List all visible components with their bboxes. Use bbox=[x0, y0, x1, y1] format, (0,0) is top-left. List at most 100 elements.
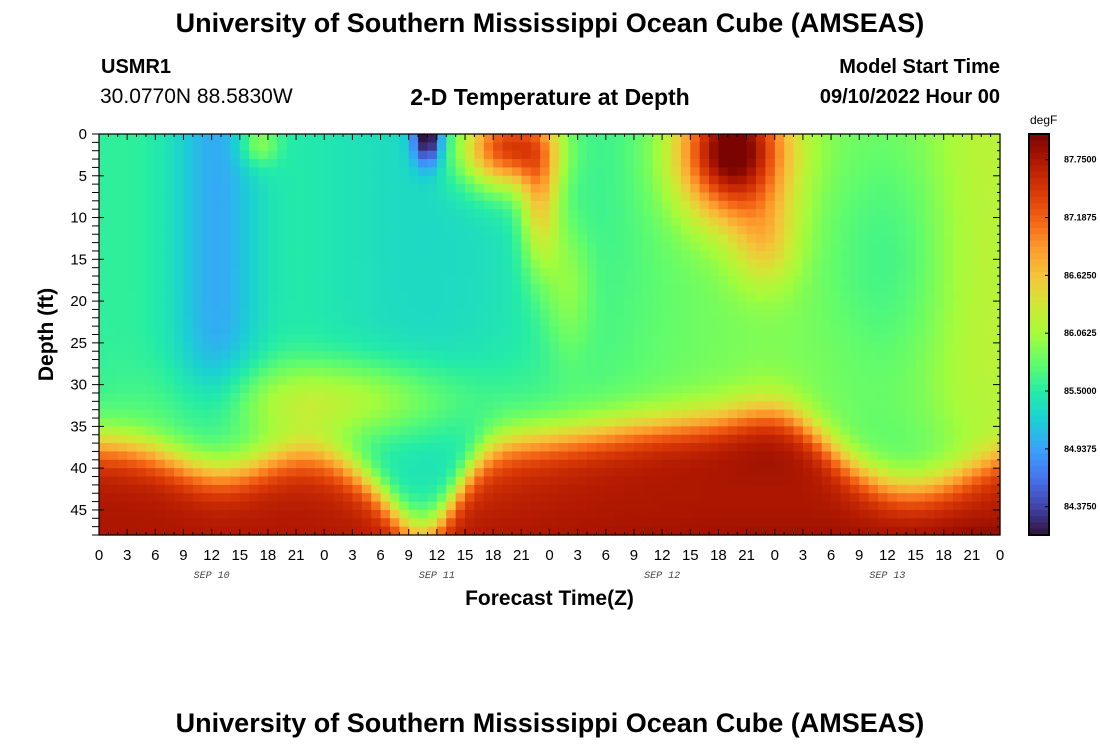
heatmap-cell bbox=[793, 309, 804, 319]
heatmap-cell bbox=[981, 384, 992, 394]
heatmap-cell bbox=[343, 225, 354, 235]
heatmap-cell bbox=[465, 426, 476, 436]
heatmap-cell bbox=[117, 509, 128, 519]
heatmap-cell bbox=[624, 409, 635, 419]
heatmap-cell bbox=[849, 267, 860, 277]
heatmap-cell bbox=[981, 200, 992, 210]
heatmap-cell bbox=[943, 142, 954, 152]
heatmap-cell bbox=[333, 200, 344, 210]
heatmap-cell bbox=[840, 334, 851, 344]
heatmap-cell bbox=[446, 351, 457, 361]
heatmap-cell bbox=[230, 334, 241, 344]
heatmap-cell bbox=[483, 501, 494, 511]
heatmap-cell bbox=[436, 192, 447, 202]
heatmap-cell bbox=[202, 367, 213, 377]
heatmap-cell bbox=[699, 493, 710, 503]
heatmap-cell bbox=[971, 509, 982, 519]
heatmap-cell bbox=[455, 326, 466, 336]
heatmap-cell bbox=[680, 167, 691, 177]
heatmap-cell bbox=[643, 217, 654, 227]
heatmap-cell bbox=[990, 267, 1001, 277]
heatmap-cell bbox=[164, 259, 175, 269]
heatmap-cell bbox=[277, 284, 288, 294]
heatmap-cell bbox=[699, 284, 710, 294]
heatmap-cell bbox=[192, 468, 203, 478]
heatmap-cell bbox=[643, 342, 654, 352]
heatmap-cell bbox=[971, 451, 982, 461]
heatmap-cell bbox=[849, 309, 860, 319]
heatmap-cell bbox=[511, 309, 522, 319]
heatmap-cell bbox=[117, 142, 128, 152]
heatmap-cell bbox=[145, 276, 156, 285]
heatmap-cell bbox=[239, 501, 250, 511]
heatmap-cell bbox=[859, 326, 870, 336]
heatmap-cell bbox=[511, 392, 522, 402]
heatmap-cell bbox=[990, 392, 1001, 402]
heatmap-cell bbox=[568, 200, 579, 210]
heatmap-cell bbox=[558, 426, 569, 436]
heatmap-cell bbox=[680, 184, 691, 194]
heatmap-cell bbox=[793, 418, 804, 427]
heatmap-cell bbox=[221, 451, 231, 461]
heatmap-cell bbox=[211, 184, 222, 194]
heatmap-cell bbox=[746, 276, 757, 285]
heatmap-cell bbox=[483, 392, 494, 402]
heatmap-cell bbox=[427, 418, 438, 427]
heatmap-cell bbox=[474, 526, 485, 536]
heatmap-cell bbox=[521, 484, 532, 494]
heatmap-cell bbox=[934, 142, 945, 152]
heatmap-cell bbox=[812, 392, 823, 402]
heatmap-cell bbox=[324, 334, 335, 344]
heatmap-cell bbox=[680, 509, 691, 519]
heatmap-cell bbox=[117, 501, 128, 511]
heatmap-cell bbox=[709, 250, 720, 260]
heatmap-cell bbox=[155, 267, 166, 277]
heatmap-cell bbox=[662, 409, 673, 419]
heatmap-cell bbox=[418, 459, 429, 469]
heatmap-cell bbox=[962, 225, 973, 235]
heatmap-cell bbox=[511, 175, 522, 185]
heatmap-cell bbox=[840, 509, 851, 519]
heatmap-cell bbox=[643, 276, 654, 285]
heatmap-cell bbox=[277, 443, 288, 453]
heatmap-cell bbox=[286, 451, 297, 461]
heatmap-cell bbox=[371, 284, 382, 294]
heatmap-cell bbox=[802, 409, 813, 419]
heatmap-cell bbox=[746, 309, 757, 319]
heatmap-cell bbox=[690, 284, 701, 294]
heatmap-cell bbox=[887, 192, 898, 202]
heatmap-cell bbox=[408, 184, 419, 194]
x-day-label: SEP 10 bbox=[194, 571, 230, 582]
heatmap-cell bbox=[943, 309, 954, 319]
heatmap-cell bbox=[371, 359, 382, 369]
heatmap-cell bbox=[746, 376, 757, 386]
heatmap-cell bbox=[605, 367, 616, 377]
heatmap-cell bbox=[849, 192, 860, 202]
heatmap-cell bbox=[502, 518, 513, 528]
heatmap-cell bbox=[568, 401, 579, 411]
heatmap-cell bbox=[136, 276, 147, 285]
heatmap-cell bbox=[859, 509, 870, 519]
heatmap-cell bbox=[802, 418, 813, 427]
heatmap-cell bbox=[784, 367, 795, 377]
heatmap-cell bbox=[906, 367, 917, 377]
heatmap-cell bbox=[981, 351, 992, 361]
heatmap-cell bbox=[511, 384, 522, 394]
heatmap-cell bbox=[427, 509, 438, 519]
heatmap-cell bbox=[615, 501, 626, 511]
heatmap-cell bbox=[530, 309, 541, 319]
heatmap-cell bbox=[455, 292, 466, 302]
heatmap-cell bbox=[652, 484, 663, 494]
heatmap-cell bbox=[521, 175, 532, 185]
heatmap-cell bbox=[962, 484, 973, 494]
heatmap-cell bbox=[333, 317, 344, 327]
heatmap-cell bbox=[493, 334, 504, 344]
heatmap-cell bbox=[343, 518, 354, 528]
heatmap-cell bbox=[324, 225, 335, 235]
heatmap-cell bbox=[558, 150, 569, 160]
heatmap-cell bbox=[408, 225, 419, 235]
heatmap-cell bbox=[652, 309, 663, 319]
heatmap-cell bbox=[155, 484, 166, 494]
heatmap-cell bbox=[455, 200, 466, 210]
heatmap-cell bbox=[286, 317, 297, 327]
